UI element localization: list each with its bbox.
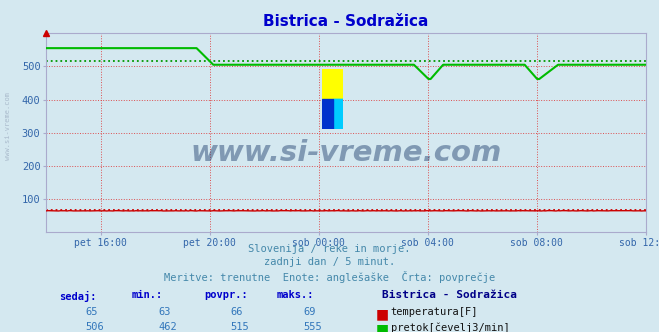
Text: Bistrica - Sodražica: Bistrica - Sodražica — [382, 290, 517, 300]
Text: min.:: min.: — [132, 290, 163, 300]
Text: pretok[čevelj3/min]: pretok[čevelj3/min] — [391, 322, 509, 332]
Text: 506: 506 — [86, 322, 104, 332]
Text: zadnji dan / 5 minut.: zadnji dan / 5 minut. — [264, 257, 395, 267]
Text: 66: 66 — [231, 307, 243, 317]
Text: maks.:: maks.: — [277, 290, 314, 300]
Text: www.si-vreme.com: www.si-vreme.com — [5, 92, 11, 160]
Bar — [322, 99, 333, 129]
Text: 63: 63 — [158, 307, 171, 317]
Bar — [322, 69, 343, 99]
Text: Meritve: trenutne  Enote: anglešaške  Črta: povprečje: Meritve: trenutne Enote: anglešaške Črta… — [164, 271, 495, 283]
Title: Bistrica - Sodražica: Bistrica - Sodražica — [264, 14, 428, 29]
Text: www.si-vreme.com: www.si-vreme.com — [190, 139, 501, 167]
Text: 515: 515 — [231, 322, 249, 332]
Text: ■: ■ — [376, 322, 389, 332]
Text: 555: 555 — [303, 322, 322, 332]
Text: 462: 462 — [158, 322, 177, 332]
Text: 65: 65 — [86, 307, 98, 317]
Text: 69: 69 — [303, 307, 316, 317]
Text: povpr.:: povpr.: — [204, 290, 248, 300]
Text: ■: ■ — [376, 307, 389, 321]
Text: sedaj:: sedaj: — [59, 290, 97, 301]
Bar — [333, 99, 343, 129]
Text: Slovenija / reke in morje.: Slovenija / reke in morje. — [248, 244, 411, 254]
Bar — [333, 99, 343, 129]
Text: temperatura[F]: temperatura[F] — [391, 307, 478, 317]
